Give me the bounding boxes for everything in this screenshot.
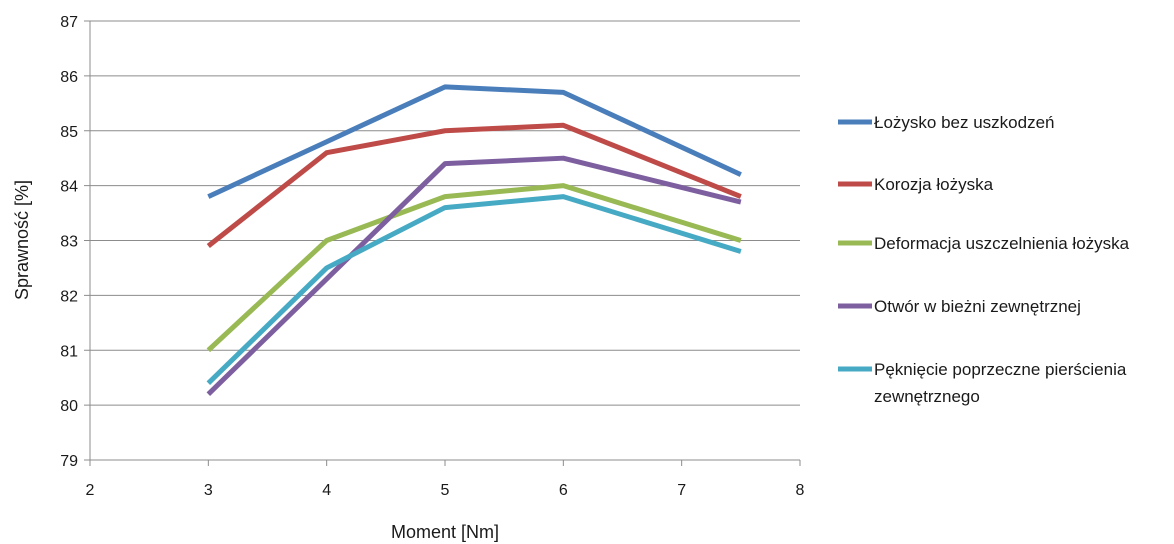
- legend-label: Pęknięcie poprzeczne pierścienia: [874, 360, 1127, 379]
- y-tick-label: 85: [60, 124, 78, 141]
- y-tick-label: 87: [60, 14, 78, 31]
- grid-lines: [90, 20, 800, 406]
- x-tick-labels: 2 3 4 5 6 7 8: [86, 482, 805, 499]
- x-tick-label: 6: [559, 482, 568, 499]
- x-tick-label: 4: [322, 482, 331, 499]
- y-tick-label: 83: [60, 234, 78, 251]
- legend-label: Łożysko bez uszkodzeń: [874, 113, 1055, 132]
- y-tick-label: 86: [60, 69, 78, 86]
- legend-item: Pęknięcie poprzeczne pierścienia zewnętrz…: [838, 360, 1127, 406]
- x-axis-title: Moment [Nm]: [391, 522, 499, 542]
- legend-item: Korozja łożyska: [838, 175, 994, 194]
- legend-label: Korozja łożyska: [874, 175, 994, 194]
- y-tick-label: 80: [60, 398, 78, 415]
- x-tick-label: 2: [86, 482, 95, 499]
- x-tick-label: 5: [441, 482, 450, 499]
- x-tick-label: 7: [677, 482, 686, 499]
- y-tick-label: 81: [60, 343, 78, 360]
- x-tick-label: 8: [796, 482, 805, 499]
- series-line-5: [206, 194, 742, 385]
- y-tick-labels: 79 80 81 82 83 84 85 86 87: [60, 14, 78, 470]
- y-axis-title: Sprawność [%]: [12, 180, 32, 300]
- legend: Łożysko bez uszkodzeń Korozja łożyska Defo…: [838, 113, 1130, 406]
- series-line-3: [206, 183, 742, 353]
- legend-item: Łożysko bez uszkodzeń: [838, 113, 1055, 132]
- y-tick-label: 79: [60, 453, 78, 470]
- y-tick-label: 84: [60, 179, 78, 196]
- legend-item: Deformacja uszczelnienia łożyska: [838, 234, 1130, 253]
- y-tick-label: 82: [60, 288, 78, 305]
- axes: [84, 20, 801, 466]
- legend-label: Deformacja uszczelnienia łożyska: [874, 234, 1130, 253]
- series-lines: [206, 84, 742, 396]
- legend-label: Otwór w bieżni zewnętrznej: [874, 297, 1081, 316]
- x-tick-label: 3: [204, 482, 213, 499]
- legend-item: Otwór w bieżni zewnętrznej: [838, 297, 1081, 316]
- legend-label: zewnętrznego: [874, 387, 980, 406]
